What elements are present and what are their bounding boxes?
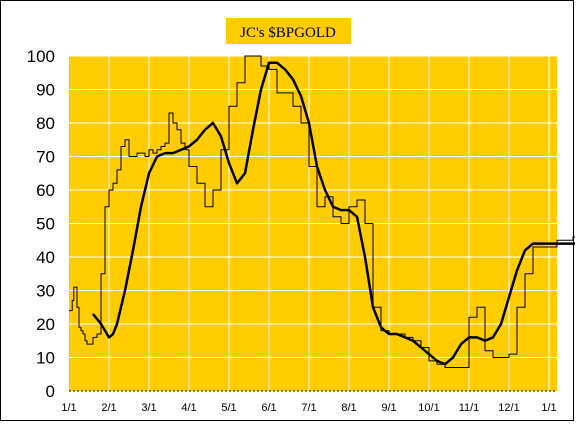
y-tick-label: 0 [46, 382, 55, 401]
chart-title: JC's $BPGOLD [240, 25, 336, 41]
x-tick-label: 10/1 [418, 402, 439, 414]
x-tick-label: 2/1 [101, 402, 116, 414]
title-group: JC's $BPGOLD [226, 18, 351, 44]
x-tick-label: 11/1 [459, 402, 480, 414]
y-tick-label: 40 [36, 248, 55, 267]
y-tick-label: 70 [36, 148, 55, 167]
y-tick-label: 100 [27, 47, 55, 66]
y-tick-label: 60 [36, 181, 55, 200]
raw-series-line [69, 55, 575, 369]
smoothed-series-line [92, 61, 575, 366]
y-axis-ticks: 0 10 20 30 40 50 60 70 80 90 100 [27, 47, 55, 401]
x-axis-ticks: 1/1 2/1 3/1 4/1 5/1 6/1 7/1 8/1 9/1 10/1 11/1 12/1 1… [61, 402, 556, 414]
x-tick-label: 7/1 [301, 402, 316, 414]
x-tick-label: 9/1 [381, 402, 396, 414]
x-tick-label: 8/1 [341, 402, 356, 414]
y-tick-label: 30 [36, 282, 55, 301]
x-tick-label: 4/1 [181, 402, 196, 414]
x-tick-label: 12/1 [498, 402, 519, 414]
y-tick-label: 20 [36, 315, 55, 334]
x-tick-label: 5/1 [221, 402, 236, 414]
x-tick-label: 6/1 [261, 402, 276, 414]
gridlines [69, 55, 557, 391]
x-tick-label: 1/1 [541, 402, 556, 414]
y-tick-label: 10 [36, 349, 55, 368]
series-lines [69, 55, 575, 369]
title-background [226, 18, 351, 44]
y-tick-label: 80 [36, 114, 55, 133]
y-tick-label: 90 [36, 81, 55, 100]
x-tick-label: 3/1 [141, 402, 156, 414]
y-tick-label: 50 [36, 215, 55, 234]
x-tick-label: 1/1 [61, 402, 76, 414]
